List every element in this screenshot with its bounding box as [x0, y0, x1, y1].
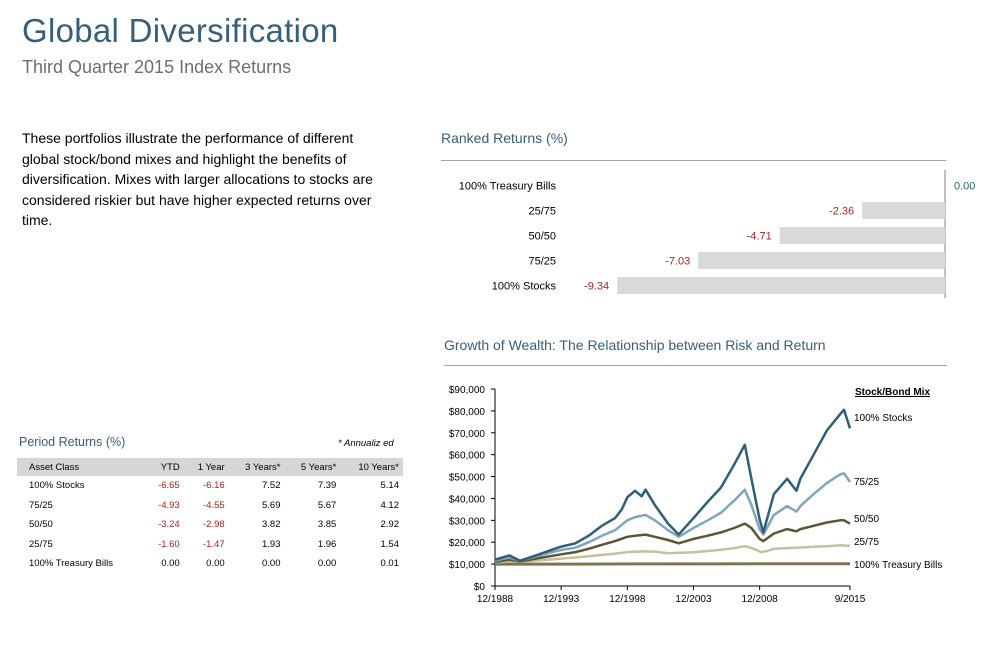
value-cell: -6.16: [203, 480, 225, 492]
value-cell: -6.65: [158, 480, 180, 492]
series-end-label: 75/25: [854, 477, 879, 488]
value-cell: -1.60: [158, 538, 180, 550]
ranked-category-label: 75/25: [528, 256, 556, 268]
value-cell: 0.00: [161, 558, 180, 570]
growth-plot-group: $0 $10,000 $20,000 $30,000 $40,000 $50,000 $60…: [449, 385, 943, 605]
ranked-bar: [698, 252, 945, 269]
series-line: [494, 408, 852, 563]
ranked-bar: [779, 227, 945, 244]
table-header-row: Asset Class YTD 1 Year 3 Years* 5 Years*…: [17, 458, 403, 476]
ranked-returns-chart: 100% Treasury Bills 0.00 25/75 -2.36 50/50 -4…: [459, 170, 975, 298]
series-line: [494, 544, 851, 564]
series-end-label: 50/50: [854, 514, 879, 525]
x-tick-label: 12/1993: [543, 594, 580, 605]
ranked-category-label: 100% Stocks: [492, 281, 557, 293]
ranked-value-label: -2.36: [829, 206, 854, 218]
column-header: Asset Class: [17, 458, 146, 476]
asset-class-cell: 100% Treasury Bills: [29, 558, 113, 570]
y-tick-label: $20,000: [449, 538, 486, 549]
ranked-category-label: 100% Treasury Bills: [459, 181, 557, 193]
growth-of-wealth-chart: $0 $10,000 $20,000 $30,000 $40,000 $50,000 $60…: [449, 385, 943, 605]
column-header: 5 Years*: [284, 458, 341, 476]
value-cell: 0.00: [317, 558, 337, 570]
table-row: 100% Treasury Bills 0.00 0.00 0.00 0.00 …: [17, 554, 403, 574]
value-cell: -2.98: [203, 519, 225, 531]
value-cell: 5.69: [262, 499, 281, 511]
growth-of-wealth-title: Growth of Wealth: The Relationship betwe…: [444, 337, 826, 353]
value-cell: 1.93: [262, 538, 281, 550]
annualized-note: * Annualiz ed: [338, 438, 394, 449]
period-returns-table: Asset Class YTD 1 Year 3 Years* 5 Years*…: [17, 458, 403, 574]
value-cell: 2.92: [380, 519, 400, 531]
x-tick-label: 12/2003: [675, 594, 712, 605]
table-row: 50/50 -3.24 -2.98 3.82 3.85 2.92: [17, 515, 403, 535]
table-row: 75/25 -4.93 -4.55 5.69 5.67 4.12: [17, 496, 403, 516]
x-tick-label: 12/1988: [477, 594, 514, 605]
value-cell: 4.12: [380, 499, 400, 511]
value-cell: -4.55: [203, 499, 225, 511]
ranked-bar: [617, 277, 945, 294]
y-tick-label: $10,000: [449, 560, 486, 571]
y-tick-label: $70,000: [449, 429, 486, 440]
y-tick-label: $80,000: [449, 407, 486, 418]
value-cell: 7.52: [262, 480, 281, 492]
ranked-value-label: -4.71: [747, 231, 772, 243]
ranked-returns-divider: [441, 160, 946, 161]
value-cell: 0.00: [206, 558, 225, 570]
table-row: 25/75 -1.60 -1.47 1.93 1.96 1.54: [17, 535, 403, 555]
value-cell: 1.54: [380, 538, 400, 550]
page-title: Global Diversification: [22, 12, 339, 49]
y-tick-label: $30,000: [449, 516, 486, 527]
ranked-returns-title: Ranked Returns (%): [441, 130, 568, 146]
y-tick-label: $40,000: [449, 494, 486, 505]
asset-class-cell: 25/75: [29, 538, 53, 550]
value-cell: -3.24: [158, 519, 180, 531]
page-subtitle: Third Quarter 2015 Index Returns: [22, 57, 292, 77]
description-text: These portfolios illustrate the performa…: [22, 130, 373, 228]
ranked-bar: [862, 202, 945, 219]
asset-class-cell: 50/50: [29, 519, 53, 531]
y-tick-label: $90,000: [449, 385, 486, 396]
value-cell: 5.14: [380, 480, 400, 492]
legend-title: Stock/Bond Mix: [855, 387, 930, 398]
series-line: [494, 519, 851, 564]
series-end-label: 100% Stocks: [854, 413, 912, 424]
asset-class-cell: 100% Stocks: [29, 480, 85, 492]
ranked-bars-group: 100% Treasury Bills 0.00 25/75 -2.36 50/50 -4…: [459, 170, 975, 298]
ranked-value-label: -7.03: [665, 256, 690, 268]
x-tick-label: 12/1998: [609, 594, 646, 605]
series-end-label: 25/75: [854, 537, 879, 548]
value-cell: -1.47: [203, 538, 225, 550]
period-returns-title: Period Returns (%): [19, 435, 126, 449]
x-tick-label: 12/2008: [742, 594, 779, 605]
ranked-category-label: 25/75: [528, 206, 556, 218]
column-header: YTD: [145, 458, 184, 476]
growth-of-wealth-divider: [444, 365, 947, 366]
y-tick-label: $60,000: [449, 451, 486, 462]
ranked-value-label: 0.00: [954, 181, 975, 193]
series-end-label: 100% Treasury Bills: [854, 560, 942, 571]
y-tick-label: $50,000: [449, 473, 486, 484]
value-cell: 1.96: [317, 538, 337, 550]
series-line: [494, 472, 852, 563]
value-cell: 0.01: [380, 558, 400, 570]
ranked-category-label: 50/50: [528, 231, 556, 243]
ranked-value-label: -9.34: [584, 281, 609, 293]
column-header: 1 Year: [183, 458, 229, 476]
value-cell: 3.82: [262, 519, 281, 531]
asset-class-cell: 75/25: [29, 499, 53, 511]
y-tick-label: $0: [474, 582, 486, 593]
value-cell: 3.85: [317, 519, 337, 531]
value-cell: 7.39: [317, 480, 337, 492]
table-row: 100% Stocks -6.65 -6.16 7.52 7.39 5.14: [17, 476, 403, 496]
x-tick-label: 9/2015: [835, 594, 866, 605]
column-header: 3 Years*: [228, 458, 285, 476]
value-cell: -4.93: [158, 499, 180, 511]
column-header: 10 Years*: [340, 458, 403, 476]
value-cell: 5.67: [317, 499, 337, 511]
value-cell: 0.00: [262, 558, 281, 570]
